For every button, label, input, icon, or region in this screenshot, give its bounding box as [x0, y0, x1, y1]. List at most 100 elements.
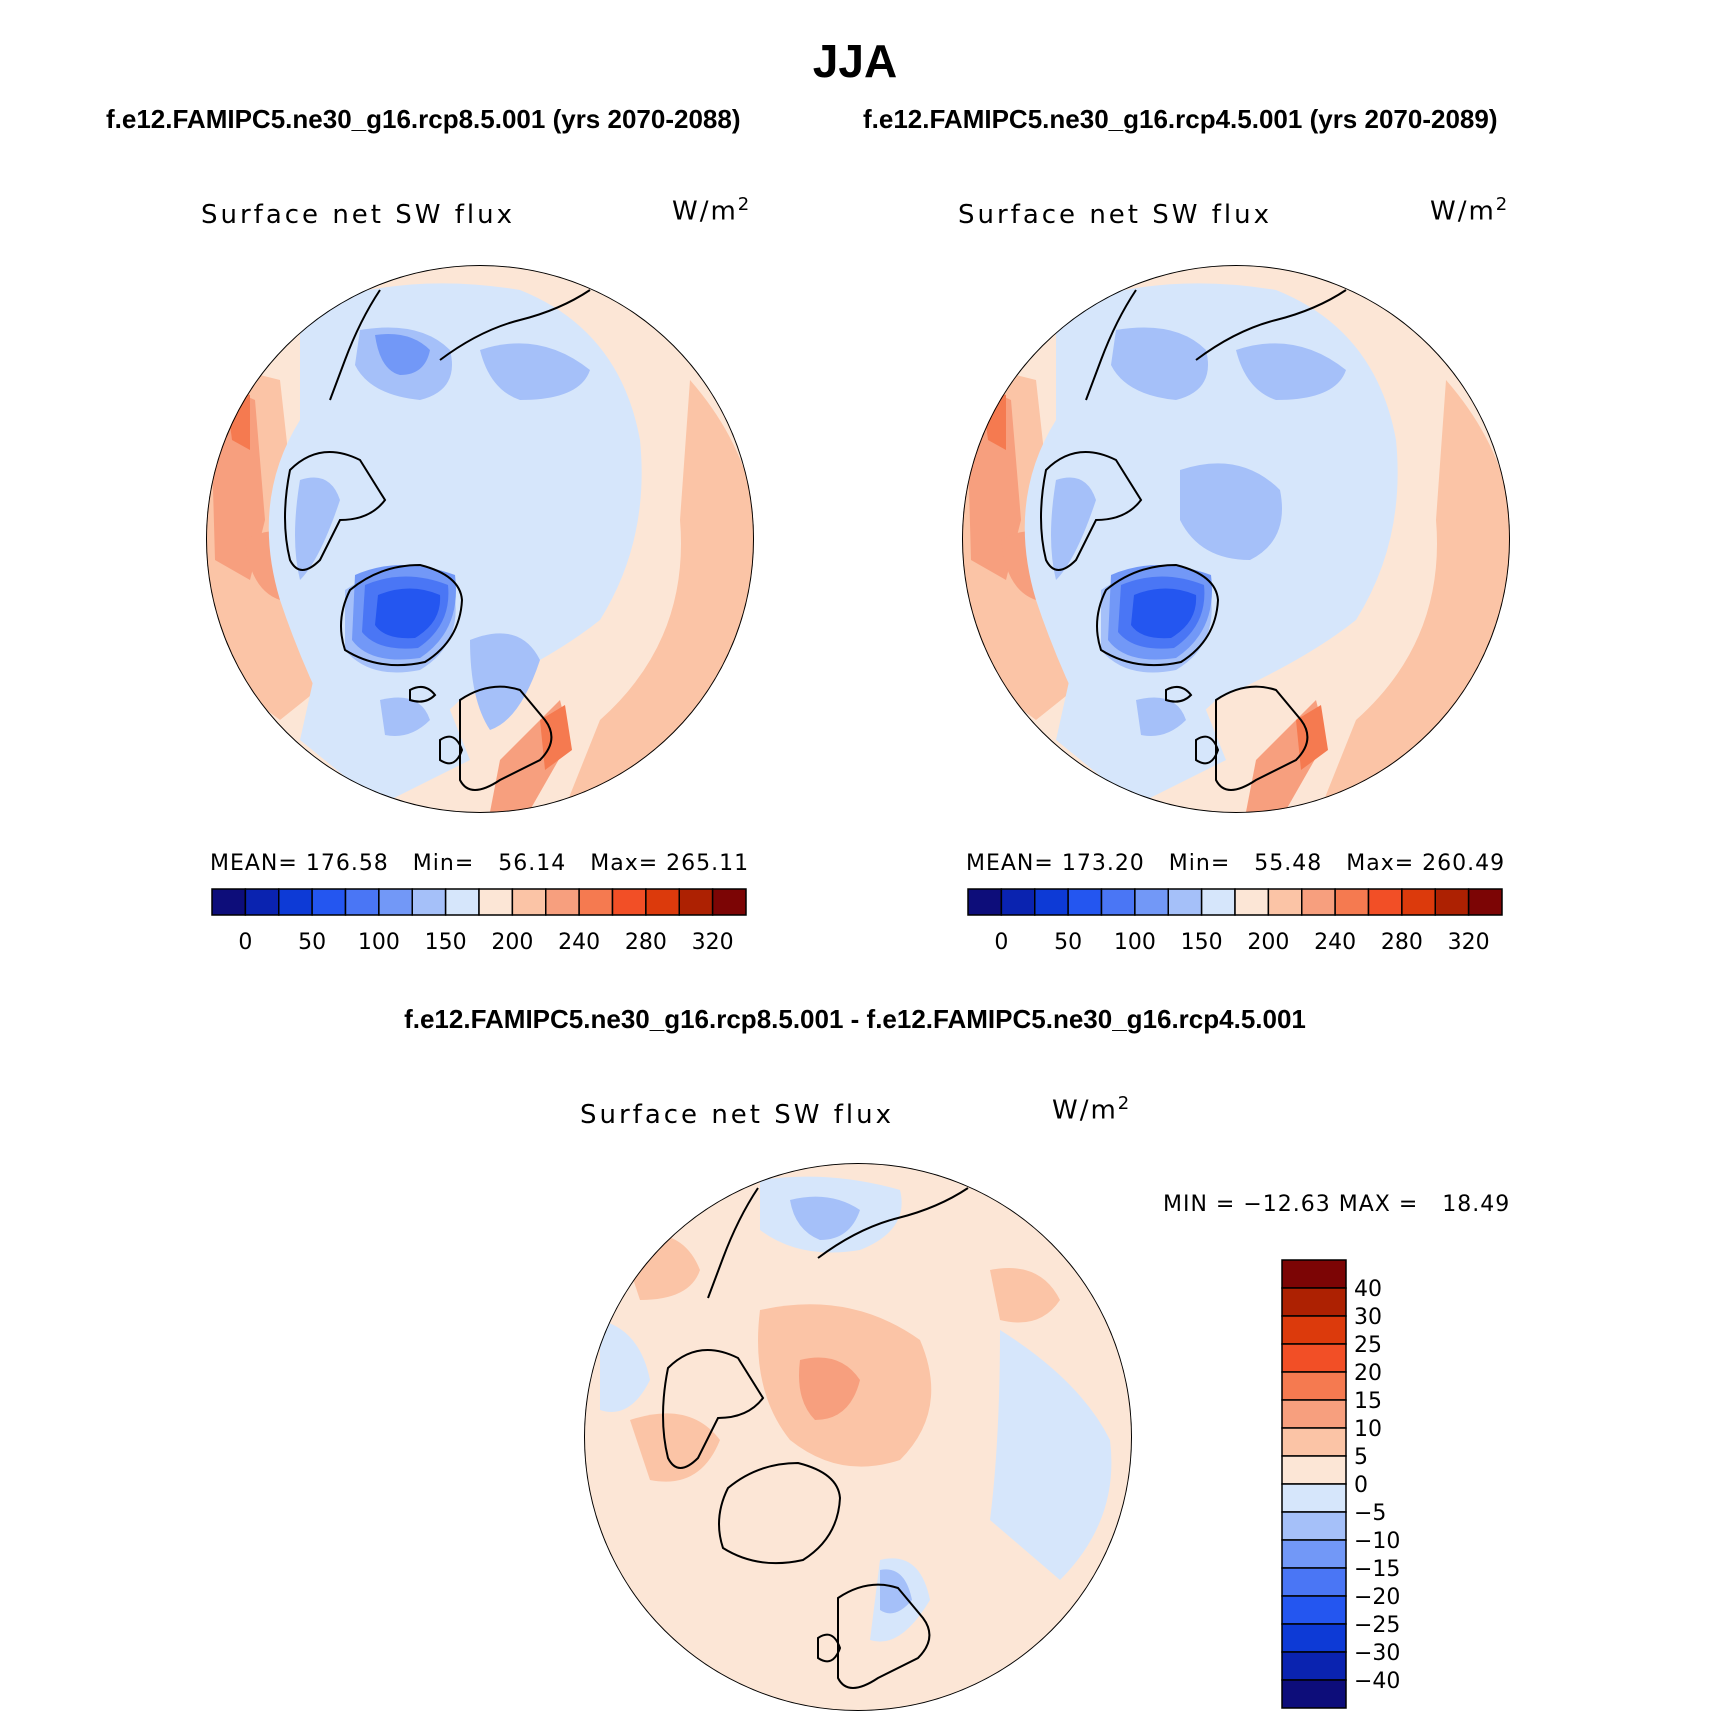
colorbar-tick-label: 40	[1354, 1277, 1382, 1302]
coastline-alaska	[329, 289, 381, 401]
colorbar-box	[1281, 1567, 1347, 1597]
colorbar-box	[578, 888, 614, 916]
field-blue150-east-sib	[480, 343, 590, 400]
field-red-scandinavia	[540, 705, 572, 770]
min-label: Min=	[412, 851, 475, 876]
colorbar-tick-label: −30	[1354, 1641, 1400, 1666]
colorbar-box	[1281, 1259, 1347, 1289]
colorbar-box	[1281, 1343, 1347, 1373]
coastline-iceland	[409, 685, 437, 703]
coastline-alaska	[707, 1187, 759, 1299]
colorbar-tick-label: −20	[1354, 1585, 1400, 1610]
colorbar-difference: 40 30 25 20 15 10 5 0 −5 −10 −15 −20 −25 −30 −40	[1281, 1259, 1400, 1709]
colorbar-box	[344, 888, 380, 916]
coastline-alaska	[1085, 289, 1137, 401]
colorbar-box	[1281, 1623, 1347, 1653]
colorbar-tick-label: 0	[238, 930, 252, 955]
colorbar-tick-label: 240	[558, 930, 600, 955]
colorbar-tick-label: 200	[491, 930, 533, 955]
panel-units: W/m2	[672, 194, 752, 227]
colorbar-tick-label: −40	[1354, 1669, 1400, 1694]
min-value: 55.48	[1254, 851, 1323, 876]
min-label: Min=	[1168, 851, 1231, 876]
colorbar-box	[478, 888, 514, 916]
colorbar-rcp45: 0 50 100 150 200 240 280 320	[967, 888, 1503, 955]
max-label: Max=	[1346, 851, 1415, 876]
colorbar-box	[1100, 888, 1136, 916]
difference-case-title: f.e12.FAMIPC5.ne30_g16.rcp8.5.001 - f.e1…	[404, 1004, 1306, 1034]
colorbar-box	[1281, 1399, 1347, 1429]
colorbar-tick-label: 0	[994, 930, 1008, 955]
colorbar-tick-label: 280	[625, 930, 667, 955]
colorbar-box	[511, 888, 547, 916]
colorbar-tick-label: 200	[1247, 930, 1289, 955]
colorbar-box	[1281, 1483, 1347, 1513]
coastline-uk	[817, 1633, 842, 1663]
field-blue150-canada	[1051, 477, 1096, 580]
coastline-canada	[662, 1349, 765, 1469]
left-case-title: f.e12.FAMIPC5.ne30_g16.rcp8.5.001 (yrs 2…	[106, 104, 741, 134]
colorbar-tick-label: 50	[1054, 930, 1082, 955]
colorbar-tick-label: 20	[1354, 1361, 1382, 1386]
map-difference	[584, 1163, 1132, 1711]
colorbar-box	[545, 888, 580, 916]
panel-variable-title: Surface net SW flux	[958, 200, 1272, 230]
colorbar-box	[611, 888, 647, 916]
field-lightblue-east	[990, 1330, 1112, 1580]
colorbar-box	[1000, 888, 1036, 916]
figure-title: JJA	[812, 35, 898, 87]
min-max-stats: MIN = −12.63 MAX = 18.49	[1163, 1192, 1511, 1217]
colorbar-box	[1281, 1455, 1347, 1485]
max-value: 260.49	[1422, 851, 1506, 876]
max-value: 265.11	[666, 851, 750, 876]
colorbar-tick-label: 0	[1354, 1473, 1368, 1498]
colorbar-tick-label: 25	[1354, 1333, 1382, 1358]
colorbar-box	[1281, 1287, 1347, 1317]
mean-value: 173.20	[1061, 851, 1145, 876]
coastline-eurasia	[817, 1187, 969, 1689]
stats-rcp85: MEAN= 176.58 Min= 56.14 Max= 265.11	[210, 851, 749, 876]
field-blue150-siberia	[790, 1196, 860, 1240]
coastlines	[662, 1187, 969, 1689]
panel-variable-title: Surface net SW flux	[201, 200, 515, 230]
field-blue0-greenland	[1131, 588, 1197, 639]
colorbar-tick-label: 50	[298, 930, 326, 955]
colorbar-box	[711, 888, 747, 916]
field-salmon-canada	[630, 1413, 720, 1482]
colorbar-box	[1367, 888, 1403, 916]
coastline-uk	[1195, 735, 1220, 765]
colorbar-rcp85: 0 50 100 150 200 240 280 320	[211, 888, 747, 955]
min-value: 56.14	[498, 851, 567, 876]
field-blue150-europe	[470, 633, 540, 730]
mean-label: MEAN=	[210, 851, 298, 876]
colorbar-box	[1281, 1539, 1347, 1569]
coastline-canada	[284, 451, 387, 571]
field-red-scandinavia	[1296, 705, 1328, 770]
colorbar-box	[1281, 1511, 1347, 1541]
coastline-uk	[439, 735, 464, 765]
panel-units: W/m2	[1430, 194, 1510, 227]
colorbar-tick-label: −25	[1354, 1613, 1400, 1638]
field-blue150-east-sib	[1236, 343, 1346, 400]
coastline-greenland	[718, 1461, 842, 1565]
colorbar-tick-label: 320	[1448, 930, 1490, 955]
colorbar-tick-label: 5	[1354, 1445, 1368, 1470]
colorbar-tick-label: 150	[1181, 930, 1223, 955]
map-rcp45	[962, 265, 1510, 813]
right-case-title: f.e12.FAMIPC5.ne30_g16.rcp4.5.001 (yrs 2…	[863, 104, 1498, 134]
field-blue100-siberia	[375, 334, 430, 375]
coastline-eurasia	[1195, 289, 1347, 791]
field-orange-arctic	[799, 1357, 860, 1420]
coastline-greenland	[340, 563, 464, 667]
colorbar-tick-label: −15	[1354, 1557, 1400, 1582]
field-blue150-europe	[880, 1569, 912, 1614]
colorbar-box	[1200, 888, 1236, 916]
field-lightblue-west	[600, 1320, 650, 1412]
field-blue150-atlantic	[1136, 697, 1186, 736]
colorbar-box	[1281, 1679, 1347, 1709]
map-rcp85	[206, 265, 754, 813]
field-blue150-canada	[295, 477, 340, 580]
colorbar-tick-label: 320	[692, 930, 734, 955]
colorbar-tick-label: 100	[1114, 930, 1156, 955]
